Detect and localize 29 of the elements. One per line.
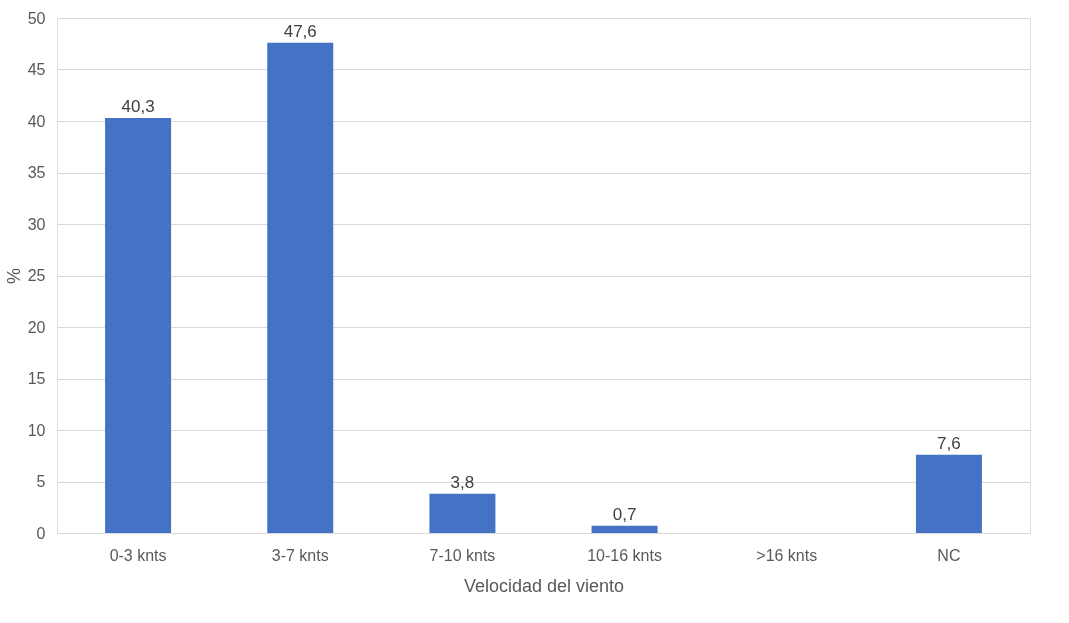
y-tick-label: 35	[27, 164, 46, 181]
x-tick-label: 10-16 knts	[587, 546, 662, 564]
x-tick-label: 7-10 knts	[429, 546, 496, 564]
data-label: 3,8	[450, 472, 475, 492]
y-tick-label: 5	[36, 473, 46, 490]
y-axis-title: %	[3, 267, 24, 285]
bar	[591, 525, 658, 533]
x-tick-label: >16 knts	[756, 546, 818, 564]
bar	[105, 117, 172, 533]
y-tick-label: 0	[36, 524, 46, 542]
y-tick-label: 10	[27, 421, 46, 439]
x-tick-label: NC	[937, 546, 961, 564]
y-tick-label: 25	[27, 267, 46, 284]
bar	[267, 42, 334, 533]
y-tick-label: 45	[27, 61, 46, 78]
y-tick-label: 15	[27, 370, 46, 387]
data-label: 7,6	[937, 433, 961, 453]
x-tick-label: 3-7 knts	[271, 546, 329, 564]
y-tick-label: 30	[27, 215, 46, 233]
x-tick-label: 0-3 knts	[109, 546, 167, 564]
y-tick-label: 40	[27, 112, 46, 130]
bar	[429, 493, 496, 533]
y-tick-label: 20	[27, 318, 46, 336]
data-label: 47,6	[283, 21, 317, 41]
bar	[915, 454, 982, 533]
data-label: 40,3	[121, 96, 155, 116]
data-label: 0,7	[612, 504, 637, 524]
y-tick-label: 50	[27, 9, 46, 27]
x-axis-title: Velocidad del viento	[463, 575, 625, 596]
